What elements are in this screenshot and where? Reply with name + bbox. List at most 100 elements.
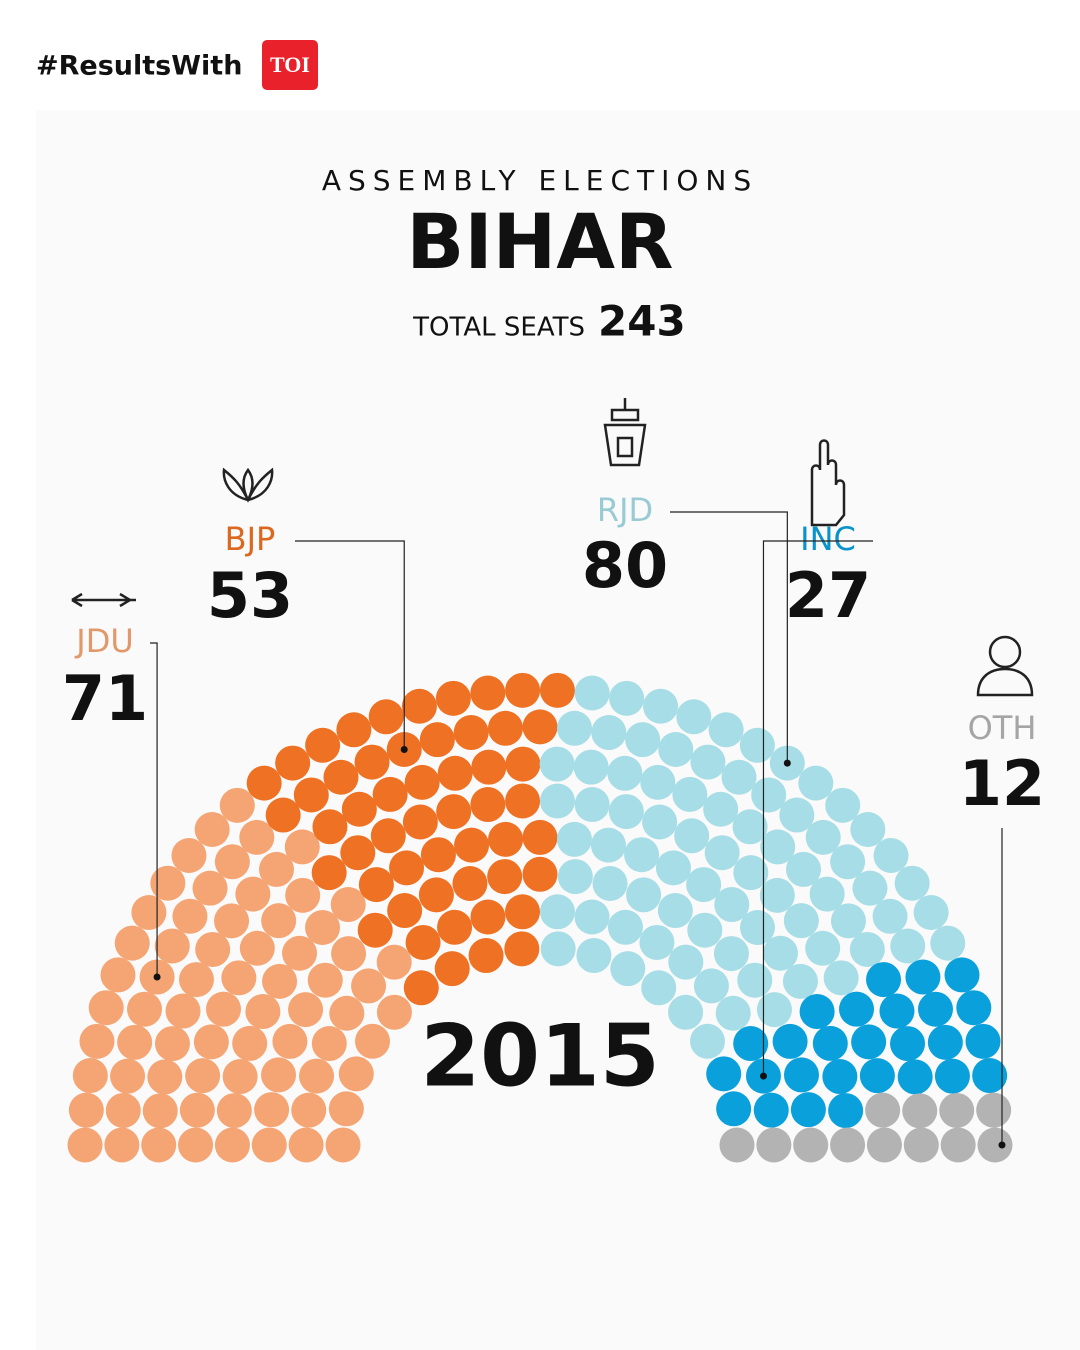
seat bbox=[311, 855, 347, 891]
seat bbox=[557, 710, 593, 746]
seat bbox=[110, 1058, 146, 1094]
seat bbox=[760, 829, 796, 865]
seat bbox=[852, 870, 888, 906]
seat bbox=[232, 1025, 268, 1061]
seat bbox=[435, 680, 471, 716]
seat bbox=[291, 1092, 327, 1128]
seat bbox=[714, 887, 750, 923]
seat bbox=[221, 960, 257, 996]
seat bbox=[625, 722, 661, 758]
seat bbox=[905, 959, 941, 995]
seat bbox=[609, 680, 645, 716]
seat bbox=[147, 1059, 183, 1095]
seat bbox=[839, 991, 875, 1027]
seat bbox=[323, 759, 359, 795]
party-seats: 12 bbox=[959, 747, 1045, 820]
seat bbox=[672, 776, 708, 812]
seat bbox=[693, 968, 729, 1004]
seat bbox=[913, 894, 949, 930]
seat bbox=[193, 1024, 229, 1060]
seat bbox=[739, 727, 775, 763]
seat bbox=[219, 787, 255, 823]
seat bbox=[214, 1127, 250, 1163]
arrow-icon bbox=[71, 592, 136, 608]
seat bbox=[401, 688, 437, 724]
seat bbox=[825, 787, 861, 823]
chart-title: BIHAR bbox=[406, 197, 673, 286]
seat bbox=[402, 804, 438, 840]
leader-dot bbox=[400, 746, 408, 754]
seat bbox=[756, 992, 792, 1028]
seat bbox=[259, 851, 295, 887]
seat bbox=[262, 963, 298, 999]
seat bbox=[505, 783, 541, 819]
seat bbox=[420, 837, 456, 873]
seat bbox=[387, 893, 423, 929]
seat bbox=[902, 1093, 938, 1129]
hashtag: #ResultsWith bbox=[36, 51, 242, 82]
seat bbox=[195, 931, 231, 967]
seat bbox=[254, 1092, 290, 1128]
seat bbox=[487, 859, 523, 895]
seat bbox=[299, 1058, 335, 1094]
party-seats: 53 bbox=[207, 559, 293, 632]
seat bbox=[708, 712, 744, 748]
seat bbox=[830, 903, 866, 939]
seat bbox=[239, 819, 275, 855]
seat bbox=[719, 1127, 755, 1163]
lotus-icon bbox=[222, 467, 274, 503]
seat bbox=[178, 962, 214, 998]
supertitle: ASSEMBLY ELECTIONS bbox=[322, 164, 758, 197]
seat bbox=[185, 1058, 221, 1094]
seat bbox=[370, 818, 406, 854]
seat bbox=[261, 903, 297, 939]
seat bbox=[452, 866, 488, 902]
seat bbox=[470, 899, 506, 935]
seat bbox=[235, 876, 271, 912]
seat bbox=[436, 794, 472, 830]
seat bbox=[154, 928, 190, 964]
total: 243 bbox=[598, 297, 686, 346]
seat bbox=[956, 990, 992, 1026]
seat bbox=[721, 759, 757, 795]
seat bbox=[655, 850, 691, 886]
seat bbox=[733, 855, 769, 891]
seat bbox=[866, 1127, 902, 1163]
seat bbox=[288, 992, 324, 1028]
party-name: JDU bbox=[74, 622, 134, 660]
brand: TOI bbox=[270, 52, 310, 77]
seat bbox=[403, 970, 439, 1006]
seat bbox=[689, 1023, 725, 1059]
seat bbox=[859, 1058, 895, 1094]
seat bbox=[100, 957, 136, 993]
center-label: 2015 bbox=[420, 1006, 659, 1106]
seat bbox=[785, 851, 821, 887]
leader-dot bbox=[998, 1141, 1006, 1149]
seat bbox=[574, 675, 610, 711]
seat bbox=[105, 1092, 141, 1128]
total-label: TOTAL SEATS bbox=[412, 313, 585, 343]
seat bbox=[591, 715, 627, 751]
seat bbox=[690, 744, 726, 780]
seat bbox=[142, 1093, 178, 1129]
seat bbox=[470, 787, 506, 823]
seat bbox=[418, 877, 454, 913]
seat bbox=[437, 909, 473, 945]
seat bbox=[179, 1092, 215, 1128]
seat bbox=[487, 710, 523, 746]
lantern-icon bbox=[603, 398, 647, 467]
seat bbox=[762, 935, 798, 971]
seat bbox=[715, 995, 751, 1031]
seat bbox=[68, 1092, 104, 1128]
seat bbox=[117, 1024, 153, 1060]
seat bbox=[104, 1127, 140, 1163]
seat bbox=[927, 1024, 963, 1060]
seat bbox=[284, 829, 320, 865]
seat bbox=[312, 809, 348, 845]
brand-box bbox=[262, 40, 318, 90]
seat bbox=[540, 931, 576, 967]
seat bbox=[194, 811, 230, 847]
seat bbox=[890, 928, 926, 964]
seat bbox=[539, 894, 575, 930]
seat bbox=[251, 1127, 287, 1163]
